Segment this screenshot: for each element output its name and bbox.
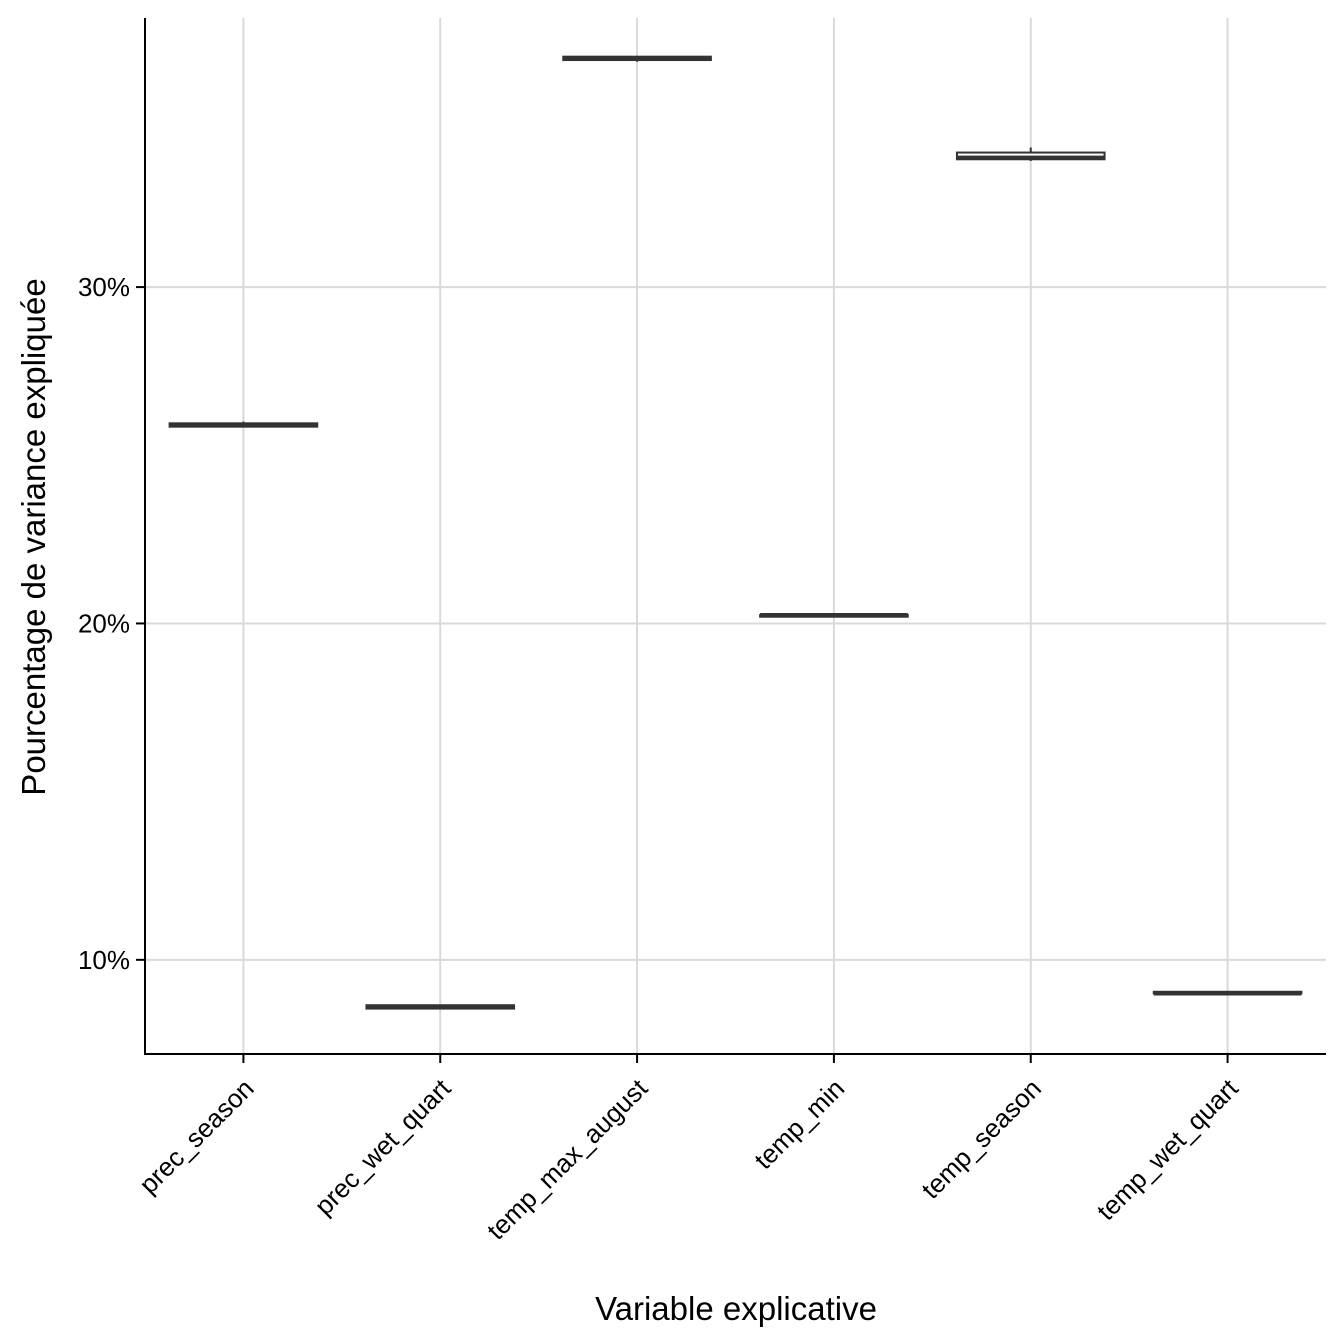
grid — [145, 18, 1326, 1054]
box-temp_wet_quart — [1152, 990, 1303, 996]
y-tick-label: 30% — [78, 272, 130, 302]
x-tick-label: temp_max_august — [481, 1072, 654, 1245]
x-axis-title: Variable explicative — [595, 1290, 877, 1327]
y-tick-label: 20% — [78, 608, 130, 638]
box-temp_max_august — [562, 55, 712, 62]
box-prec_season — [168, 421, 319, 428]
x-tick-label: prec_season — [133, 1073, 259, 1199]
y-axis-title: Pourcentage de variance expliquée — [15, 278, 52, 795]
box-temp_season — [955, 147, 1106, 161]
x-tick-label: temp_min — [748, 1073, 850, 1175]
box-temp_min — [759, 613, 909, 618]
tick-labels: 10%20%30%prec_season prec_wet_quart temp_m… — [78, 272, 1244, 1245]
axes — [136, 18, 1326, 1063]
boxes — [168, 55, 1303, 1010]
x-tick-label: temp_season — [915, 1073, 1047, 1205]
box-prec_wet_quart — [365, 1004, 516, 1010]
x-tick-label: temp_wet_quart — [1091, 1072, 1245, 1226]
y-tick-label: 10% — [78, 945, 130, 975]
x-tick-label: prec_wet_quart — [309, 1072, 457, 1220]
